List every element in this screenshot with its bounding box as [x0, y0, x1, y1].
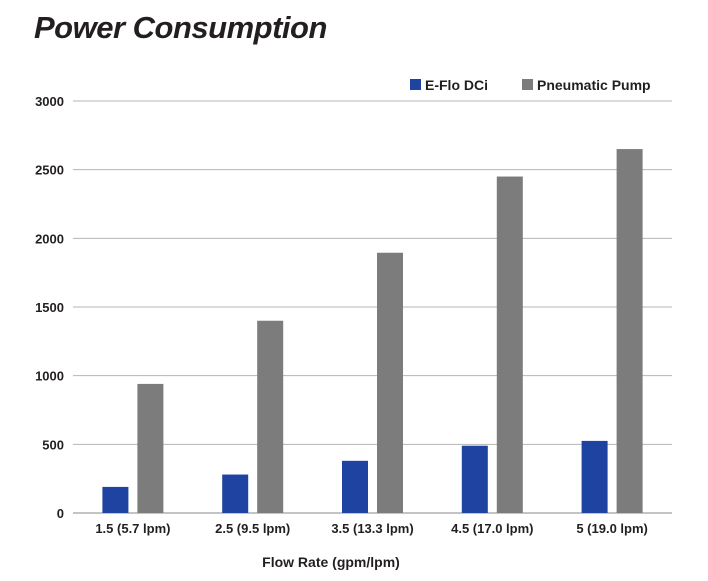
bar-e-flo-dci — [461, 445, 488, 513]
y-tick-label: 1000 — [35, 369, 64, 384]
y-tick-label: 500 — [42, 437, 64, 452]
legend-swatch — [410, 79, 421, 90]
bar-e-flo-dci — [581, 440, 608, 513]
bar-pneumatic-pump — [257, 320, 284, 513]
x-axis-title: Flow Rate (gpm/lpm) — [262, 554, 400, 570]
x-tick-label: 3.5 (13.3 lpm) — [331, 521, 413, 536]
chart-title: Power Consumption — [34, 10, 327, 45]
bar-pneumatic-pump — [496, 176, 523, 514]
legend: E-Flo DCi Pneumatic Pump — [410, 77, 651, 93]
x-tick-label: 5 (19.0 lpm) — [576, 521, 648, 536]
bar-pneumatic-pump — [616, 149, 643, 514]
gridlines — [73, 100, 672, 514]
legend-swatch — [522, 79, 533, 90]
bar-e-flo-dci — [222, 474, 249, 513]
x-tick-label: 4.5 (17.0 lpm) — [451, 521, 533, 536]
x-tick-label: 1.5 (5.7 lpm) — [95, 521, 170, 536]
x-axis-ticks: 1.5 (5.7 lpm) 2.5 (9.5 lpm) 3.5 (13.3 lpm)… — [95, 521, 648, 536]
bar-pneumatic-pump — [137, 383, 164, 513]
bar-e-flo-dci — [102, 486, 129, 513]
y-tick-label: 1500 — [35, 300, 64, 315]
y-tick-label: 2500 — [35, 163, 64, 178]
y-tick-label: 0 — [57, 506, 64, 521]
x-tick-label: 2.5 (9.5 lpm) — [215, 521, 290, 536]
legend-label: Pneumatic Pump — [537, 77, 651, 93]
bars — [102, 149, 643, 514]
legend-label: E-Flo DCi — [425, 77, 488, 93]
y-tick-label: 3000 — [35, 94, 64, 109]
bar-e-flo-dci — [342, 460, 368, 513]
y-axis-ticks: 0 500 1000 1500 2000 2500 3000 — [35, 94, 64, 521]
bar-pneumatic-pump — [377, 252, 403, 513]
y-tick-label: 2000 — [35, 231, 64, 246]
